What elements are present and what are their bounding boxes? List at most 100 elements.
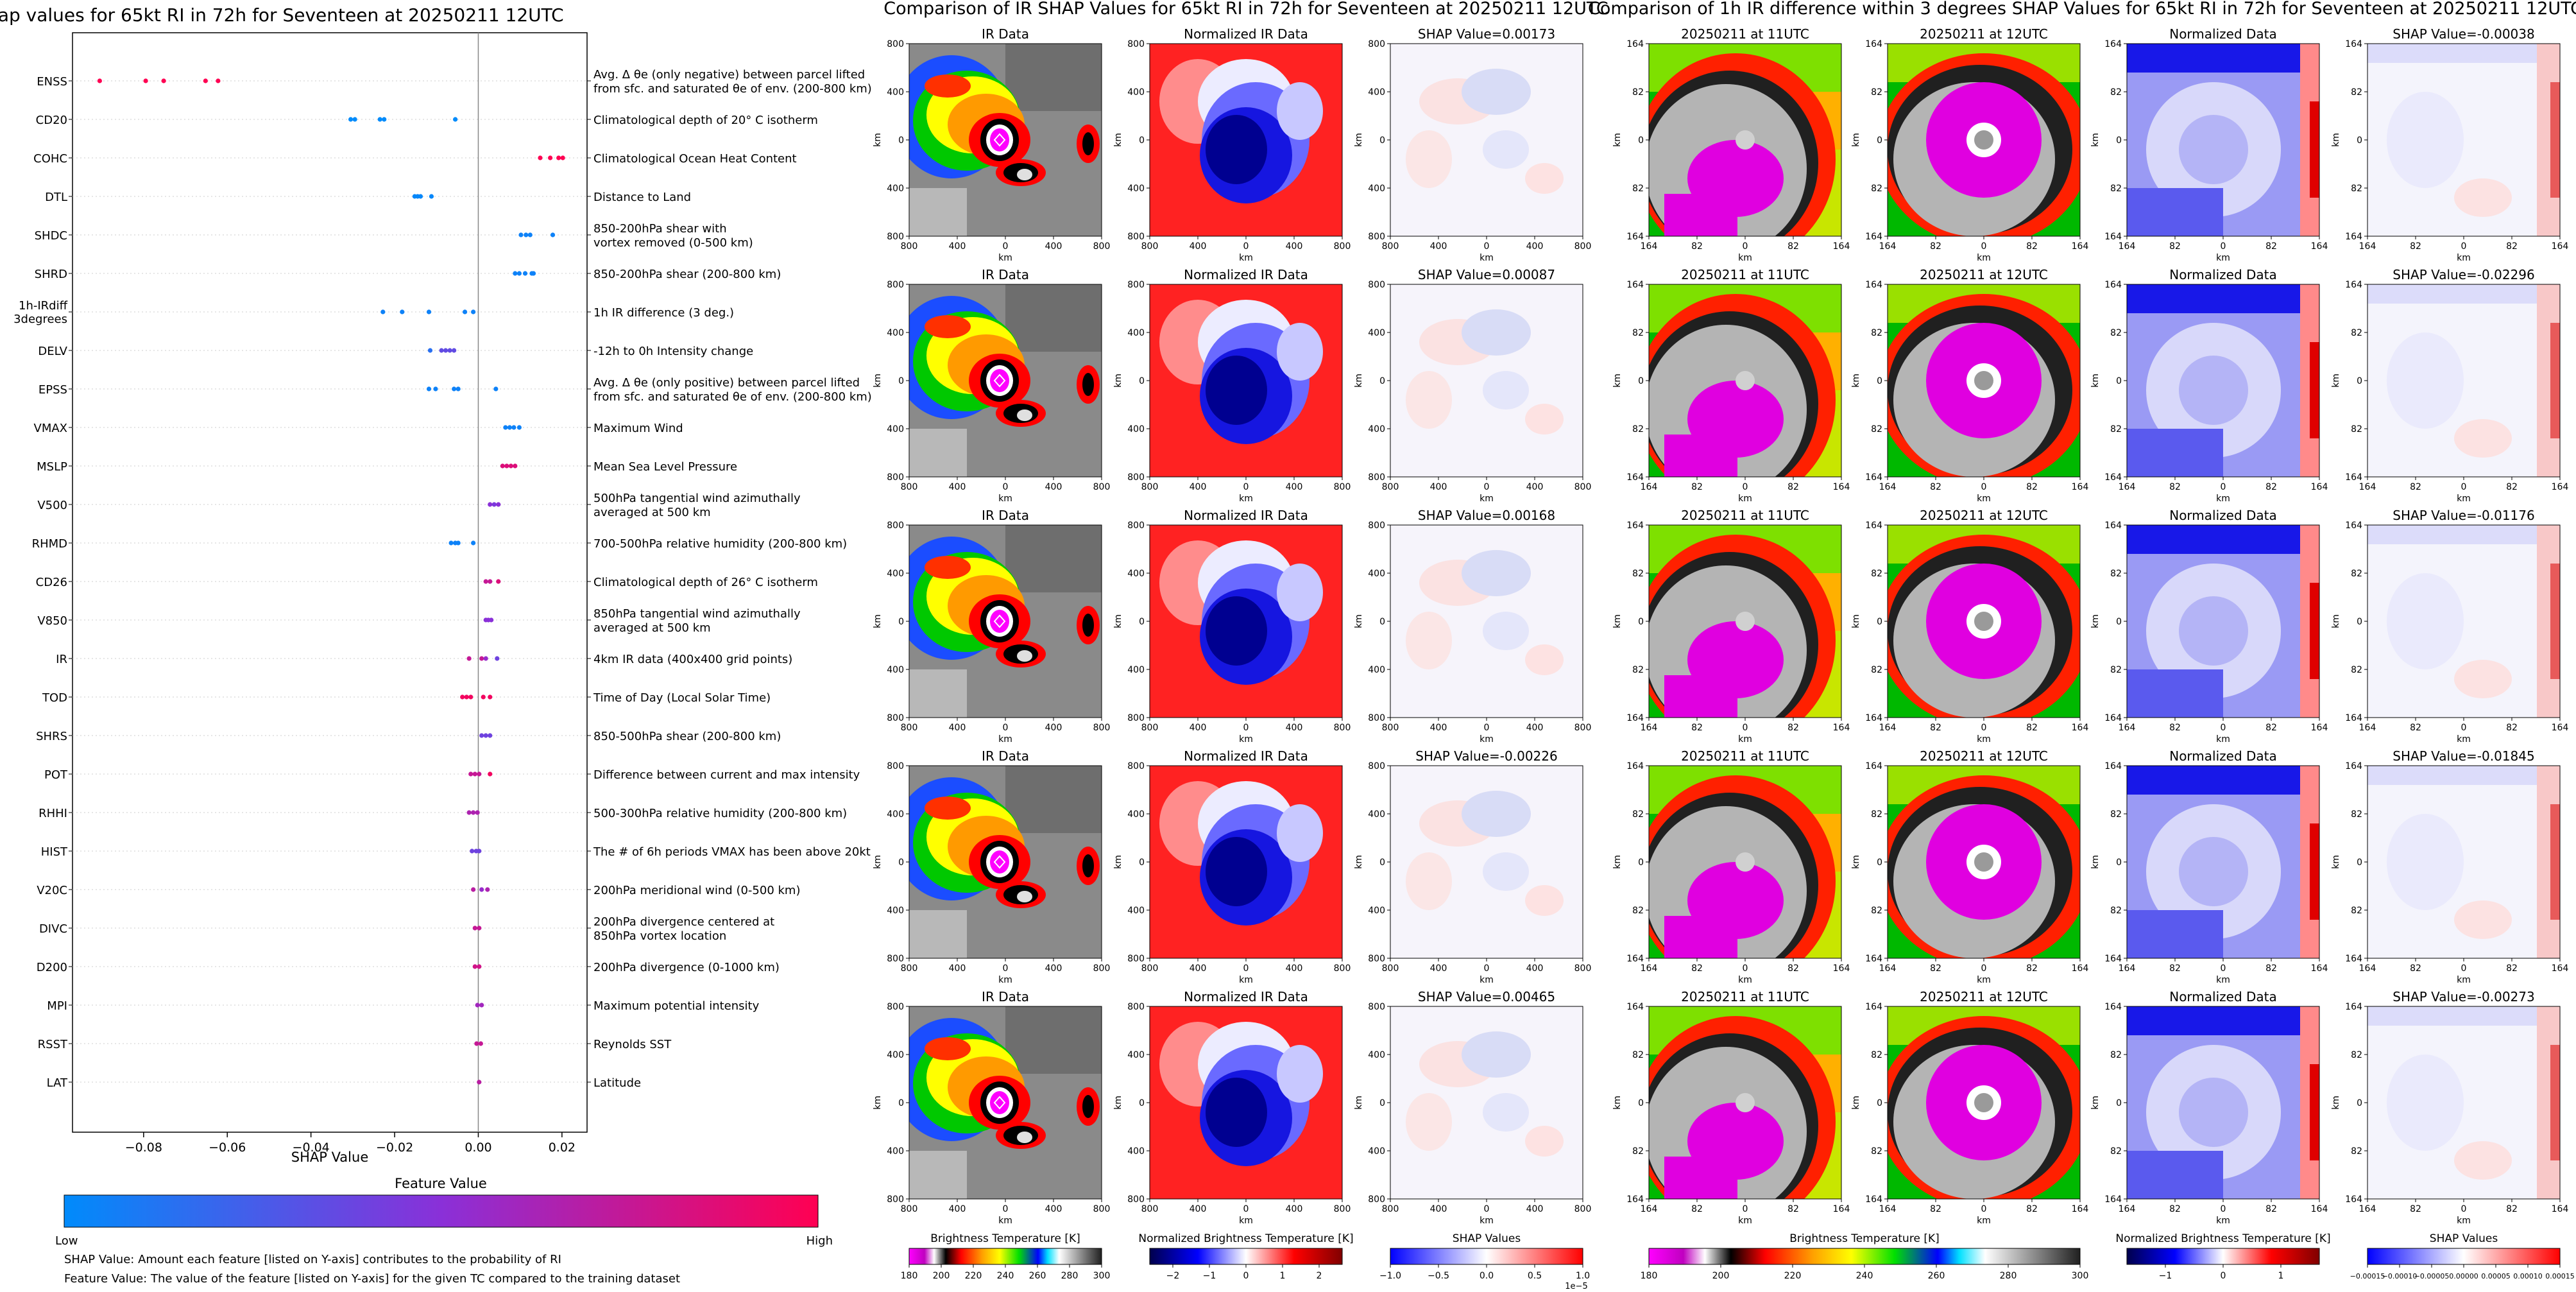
panel-y-tick-label: 82 [1632, 569, 1644, 579]
panel-x-tick-label: 800 [1334, 963, 1351, 974]
panel-x-tick-label: 164 [2072, 241, 2089, 252]
panel-y-tick-label: 0 [1877, 617, 1882, 627]
panel-x-tick-label: 0 [1484, 241, 1490, 252]
panel-x-tick-label: 82 [2410, 723, 2421, 733]
colorbar-tick-label: 280 [1061, 1271, 1079, 1281]
panel-y-tick-label: 164 [2345, 39, 2362, 49]
shap-point [456, 540, 461, 546]
panel-y-tick-label: 82 [2110, 906, 2122, 916]
panel-x-tick-label: 400 [1190, 241, 1207, 252]
shap-point [479, 656, 484, 661]
panel-y-axis-label: km [2090, 1096, 2101, 1110]
shap-feature-code: SHRS [36, 730, 67, 743]
panel-y-tick-label: 0 [898, 135, 904, 146]
panel-x-axis-label: km [1977, 494, 1991, 504]
shap-feature-description: 1h IR difference (3 deg.) [593, 306, 734, 320]
ir-panel-grid: IR Data80080040040000400400800800kmkmIR … [873, 26, 1591, 1226]
panel-y-tick-label: 800 [1368, 39, 1385, 49]
panel-y-tick-label: 800 [1368, 954, 1385, 964]
panel-x-tick-label: 82 [2026, 241, 2038, 252]
panel-x-tick-label: 0 [1484, 482, 1490, 492]
shap-feature-description: from sfc. and saturated θe of env. (200-… [593, 82, 872, 96]
shap-feature-code: COHC [33, 152, 67, 166]
panel-x-tick-label: 164 [2119, 241, 2136, 252]
panel-x-axis-label: km [1239, 253, 1253, 263]
panel-y-axis-label: km [1113, 1096, 1123, 1110]
panel-y-tick-label: 400 [1127, 1146, 1145, 1157]
shap-feature-description: Avg. Δ θe (only positive) between parcel… [593, 376, 860, 390]
colorbar-tick-label: 1 [2278, 1271, 2284, 1281]
shap-feature-row: COHC Climatological Ocean Heat Content [33, 152, 796, 166]
panel-y-tick-label: 164 [2104, 472, 2122, 483]
shap-feature-description: The # of 6h periods VMAX has been above … [593, 845, 871, 859]
panel-y-axis-label: km [2331, 1096, 2341, 1110]
shap-feature-row: RSST Reynolds SST [38, 1038, 672, 1051]
panel-y-tick-label: 82 [2351, 1050, 2362, 1060]
colorbar-label: Brightness Temperature [K] [1789, 1232, 1939, 1245]
panel-y-tick-label: 800 [1127, 39, 1145, 49]
shap-point [471, 309, 476, 314]
shap-point [466, 810, 472, 815]
panel-y-tick-label: 82 [1871, 906, 1882, 916]
panel-y-tick-label: 400 [1127, 906, 1145, 916]
panel-y-axis-label: km [1851, 614, 1861, 628]
panel-x-tick-label: 164 [2552, 963, 2569, 974]
panel-y-tick-label: 800 [887, 39, 904, 49]
panel-x-tick-label: 0 [1243, 241, 1249, 252]
shap-feature-code: V500 [37, 499, 67, 512]
panel-x-tick-label: 164 [2359, 482, 2376, 492]
panel-x-tick-label: 82 [2169, 723, 2181, 733]
shap-feature-code: CD26 [36, 576, 67, 589]
panel-y-tick-label: 164 [2104, 713, 2122, 723]
panel-x-axis-label: km [2216, 1216, 2230, 1226]
shap-point [488, 579, 493, 584]
colorbar-tick-label: 220 [1784, 1271, 1802, 1281]
panel-x-tick-label: 82 [1691, 963, 1703, 974]
panel-y-tick-label: 82 [1632, 87, 1644, 98]
panel-x-tick-label: 164 [1879, 723, 1897, 733]
panel-y-tick-label: 0 [2116, 617, 2122, 627]
ir-diff-panel: Normalized Data1641648282008282164164kmk… [2090, 267, 2328, 504]
panel-y-tick-label: 800 [1368, 472, 1385, 483]
colorbar-tick-label: 260 [1029, 1271, 1046, 1281]
shap-point [488, 771, 493, 777]
shap-point [477, 1080, 482, 1085]
panel-y-tick-label: 82 [2110, 569, 2122, 579]
colorbar-offset-label: 1e−5 [1565, 1282, 1587, 1289]
colorbar-tick-label: 0.00015 [2545, 1272, 2575, 1280]
panel-y-tick-label: 400 [1127, 424, 1145, 435]
panel-title: SHAP Value=-0.00038 [2393, 26, 2534, 42]
colorbar-tick-label: 0.00005 [2481, 1272, 2511, 1280]
panel-x-tick-label: 0 [1243, 1204, 1249, 1214]
shap-point [488, 694, 493, 700]
colorbar-gradient [908, 1248, 1102, 1265]
panel-x-tick-label: 400 [1430, 241, 1447, 252]
panel-y-tick-label: 164 [1865, 232, 1882, 242]
panel-y-tick-label: 82 [1632, 424, 1644, 435]
panel-x-tick-label: 164 [1641, 482, 1658, 492]
panel-x-tick-label: 400 [1045, 241, 1062, 252]
storm-center-marker [993, 374, 1006, 388]
panel-x-tick-label: 164 [2311, 963, 2328, 974]
shap-feature-description: 850hPa vortex location [593, 929, 726, 943]
panel-x-tick-label: 82 [1787, 241, 1799, 252]
panel-x-tick-label: 800 [1141, 963, 1159, 974]
panel-x-axis-label: km [2216, 975, 2230, 985]
panel-x-tick-label: 164 [2552, 482, 2569, 492]
shap-feature-row: DIVC 200hPa divergence centered at850hPa … [39, 915, 774, 943]
panel-y-tick-label: 400 [1368, 809, 1385, 820]
panel-x-tick-label: 400 [1430, 723, 1447, 733]
panel-y-tick-label: 800 [1368, 761, 1385, 771]
panel-x-tick-label: 800 [901, 963, 918, 974]
panel-x-tick-label: 82 [1691, 723, 1703, 733]
panel-x-tick-label: 400 [1430, 963, 1447, 974]
panel-x-axis-label: km [1738, 1216, 1752, 1226]
panel-x-tick-label: 164 [2311, 1204, 2328, 1214]
panel-x-tick-label: 164 [2311, 723, 2328, 733]
panel-y-tick-label: 164 [2345, 713, 2362, 723]
panel-x-tick-label: 0 [1003, 723, 1009, 733]
ir-diff-panel: SHAP Value=-0.01845164164828200828216416… [2331, 748, 2568, 985]
shap-point [377, 117, 382, 122]
shap-point [556, 155, 561, 160]
